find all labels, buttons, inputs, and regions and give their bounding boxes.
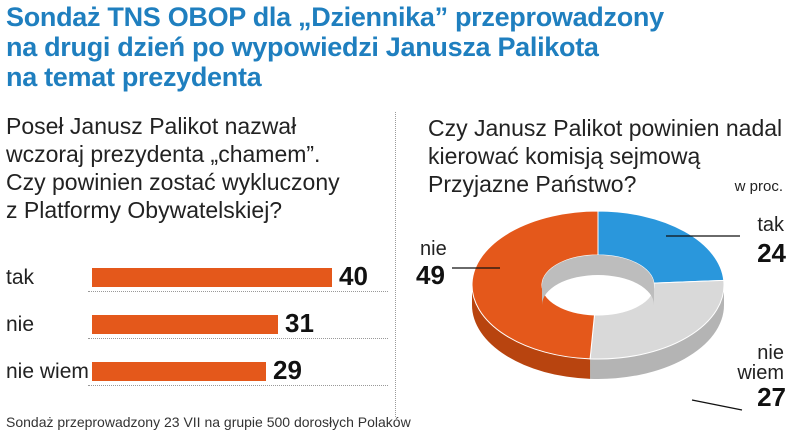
pie-unit-label: w proc. bbox=[734, 178, 783, 195]
donut-value-nie-wiem: 27 bbox=[757, 382, 786, 412]
bar-chart-question: Poseł Janusz Palikot nazwał wczoraj prez… bbox=[6, 112, 376, 224]
bar-label-tak: tak bbox=[6, 266, 35, 289]
bar-question-line-4: z Platformy Obywatelskiej? bbox=[6, 197, 283, 223]
title-line-3: na temat prezydenta bbox=[6, 62, 262, 92]
donut-wall-nie bbox=[472, 285, 591, 379]
bar-question-line-2: wczoraj prezydenta „chamem”. bbox=[6, 141, 321, 167]
bar-nie-wiem bbox=[92, 362, 266, 381]
title-line-1: Sondaż TNS OBOP dla „Dziennika” przeprow… bbox=[6, 2, 664, 32]
bar-value-tak: 40 bbox=[339, 261, 368, 291]
bar-label-nie-wiem: nie wiem bbox=[6, 360, 89, 383]
pie-question-line-1: Czy Janusz Palikot powinien nadal bbox=[428, 115, 783, 141]
donut-slice-nie-wiem bbox=[589, 279, 725, 360]
column-divider bbox=[395, 112, 396, 417]
donut-label-nie-wiem-line-1: nie bbox=[757, 342, 784, 364]
donut-value-nie: 49 bbox=[416, 260, 445, 290]
donut-label-tak: tak bbox=[757, 214, 784, 236]
pie-question-line-3: Przyjazne Państwo? bbox=[428, 171, 637, 197]
bar-value-nie-wiem: 29 bbox=[273, 355, 302, 385]
donut-value-tak: 24 bbox=[757, 238, 786, 268]
pie-question-line-2: kierować komisją sejmową bbox=[428, 143, 701, 169]
donut-label-nie-wiem-line-2: wiem bbox=[737, 362, 784, 384]
pie-chart-question: Czy Janusz Palikot powinien nadal kierow… bbox=[428, 114, 798, 198]
bar-guide-nie-wiem bbox=[88, 385, 388, 386]
bar-nie bbox=[92, 315, 278, 334]
source-note: Sondaż przeprowadzony 23 VII na grupie 5… bbox=[6, 414, 411, 430]
title-line-2: na drugi dzień po wypowiedzi Janusza Pal… bbox=[6, 32, 599, 62]
bar-label-nie: nie bbox=[6, 313, 35, 336]
bar-question-line-1: Poseł Janusz Palikot nazwał bbox=[6, 113, 297, 139]
bar-value-nie: 31 bbox=[285, 308, 314, 338]
donut-hole-wall bbox=[542, 255, 654, 305]
bar-guide-tak bbox=[88, 291, 388, 292]
bar-guide-nie bbox=[88, 338, 388, 339]
donut-wall-nie-wiem bbox=[590, 285, 724, 380]
donut-label-nie: nie bbox=[420, 238, 447, 260]
bar-chart: tak 40 nie 31 nie wiem 29 bbox=[0, 0, 400, 436]
page-title: Sondaż TNS OBOP dla „Dziennika” przeprow… bbox=[6, 2, 796, 92]
leader-nie-wiem bbox=[691, 399, 743, 411]
bar-question-line-3: Czy powinien zostać wykluczony bbox=[6, 169, 340, 195]
bar-tak bbox=[92, 268, 332, 287]
